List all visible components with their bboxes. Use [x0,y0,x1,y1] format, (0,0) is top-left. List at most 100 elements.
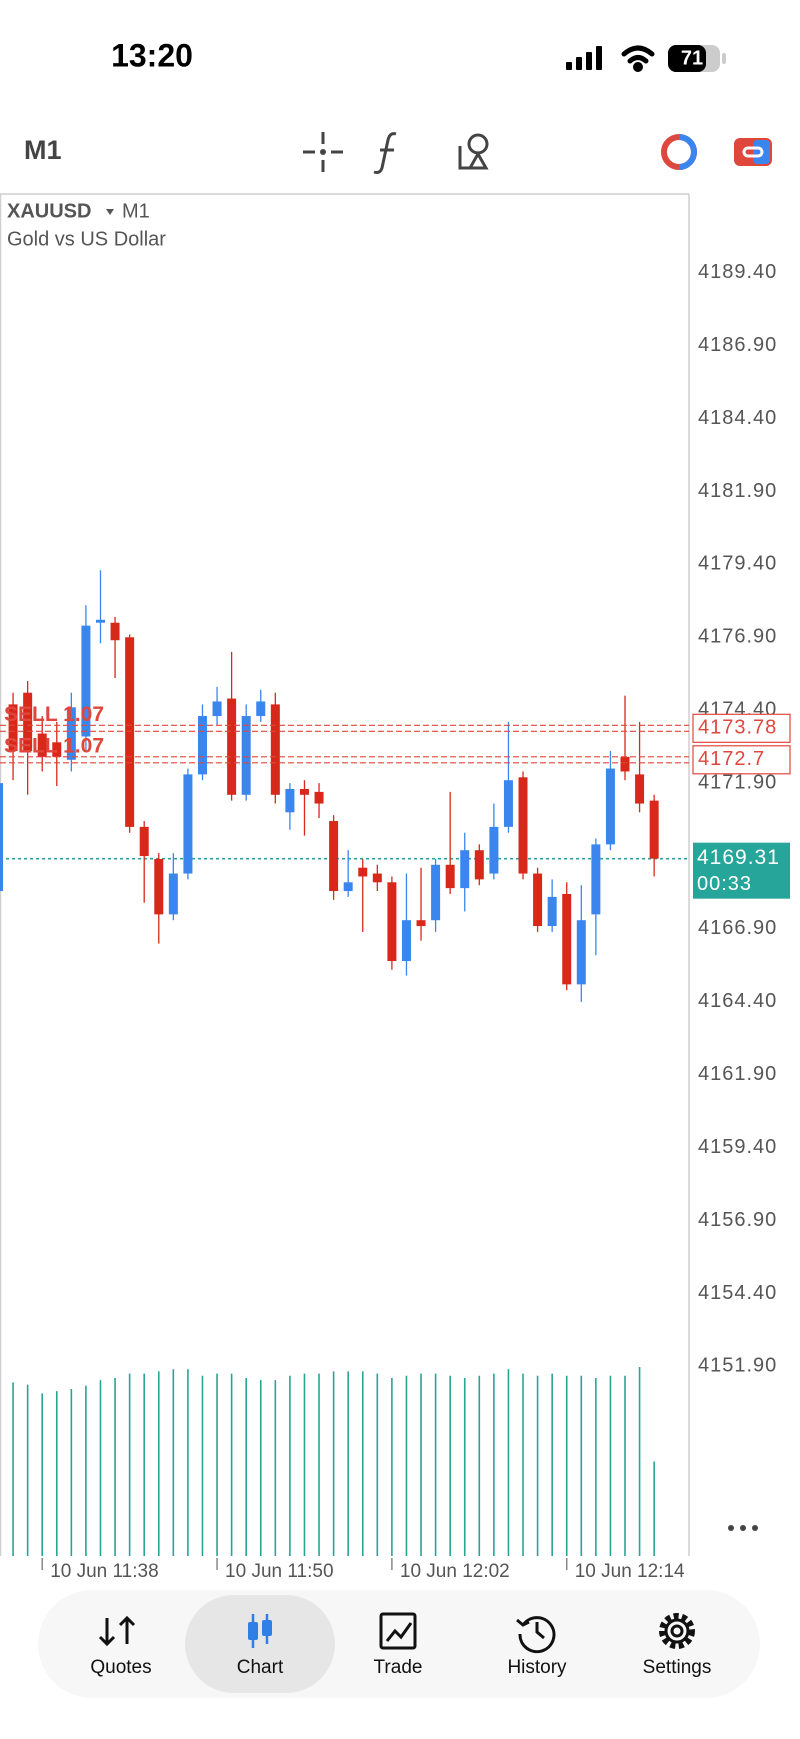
y-tick-label: 4164.40 [698,990,777,1012]
battery-level: 71 [681,47,703,69]
y-tick-label: 4184.40 [698,407,777,429]
candle-body [635,774,645,804]
candle-body [401,920,411,962]
account-button[interactable] [734,138,772,166]
nav-item[interactable]: Quotes [90,1615,152,1678]
candle-body [489,826,499,874]
candle-body [95,619,105,623]
nav-active-pill [185,1595,335,1693]
candle-body [547,896,557,927]
settings-icon [670,1624,684,1638]
objects-button[interactable] [458,133,489,170]
candle-body [372,873,382,883]
chart-icon [248,1622,258,1640]
candle-body [52,742,62,757]
nav-label: Trade [374,1657,423,1678]
candle-body [431,864,441,921]
y-tick-label: 4154.40 [698,1282,777,1304]
nav-bar [38,1590,760,1698]
y-tick-label: 4151.90 [698,1355,777,1377]
candle-body [154,858,164,915]
y-tick-label: 4181.90 [698,480,777,502]
candle-body [387,882,397,962]
order-price-label: 4172.7 [698,748,765,770]
candle-body [0,783,3,892]
timeframe-button[interactable]: M1 [24,135,62,165]
candle-body [474,850,484,880]
chart-icon [262,1620,272,1636]
settings-icon [664,1618,690,1644]
candle-body [518,777,528,874]
candle-body [227,698,237,795]
y-tick-label: 4166.90 [698,917,777,939]
trade-icon [379,1612,417,1650]
order-price-label: 4173.78 [698,717,777,739]
nav-items: Quotes Chart Trade History Settings [90,1595,711,1693]
candle-body [533,873,543,927]
candle-body [168,873,178,915]
nav-item[interactable]: History [507,1616,567,1678]
order-label: SELL 1.07 [4,703,104,726]
candle-body [299,788,309,795]
more-button[interactable] [728,1525,758,1531]
nav-label: Chart [237,1657,284,1678]
candle-body [576,920,586,985]
candle-body [605,768,615,845]
bid-price-label: 4169.31 [697,846,780,869]
y-tick-label: 4179.40 [698,553,777,575]
y-tick-label: 4161.90 [698,1063,777,1085]
bid-timer: 00:33 [697,873,752,895]
candle-body [562,893,572,985]
candle-body [591,844,601,915]
candle-body [37,733,47,757]
settings-icon [659,1613,695,1649]
nav-item[interactable]: Settings [643,1613,712,1678]
one-click-button[interactable] [661,134,697,170]
x-tick-label: 10 Jun 11:38 [50,1561,158,1582]
candle-body [620,756,630,772]
candle-body [503,780,513,827]
bid-price-box [693,842,790,899]
symbol-dropdown-arrow [106,209,114,215]
nav-label: Quotes [90,1657,151,1678]
candle-body [358,867,368,877]
nav-label: Settings [643,1657,712,1678]
candle-body [23,692,33,752]
nav-label: History [507,1657,567,1678]
order-price-box [692,745,791,775]
signal-icon [566,46,602,70]
battery-icon: 71 [668,45,726,72]
y-tick-label: 4171.90 [698,771,777,793]
indicators-button[interactable] [373,132,397,174]
candle-body [110,622,120,641]
x-tick-label: 10 Jun 12:02 [400,1561,510,1582]
candle-body [256,701,266,717]
candle-body [416,920,426,927]
candle-body [197,716,207,775]
candle-body [314,791,324,804]
nav-item[interactable]: Chart [185,1595,335,1693]
candle-body [8,704,18,752]
candle-body [329,821,339,892]
nav-item[interactable]: Trade [374,1612,423,1678]
y-tick-label: 4176.90 [698,626,777,648]
symbol-name[interactable]: XAUUSD [7,200,91,222]
history-icon [516,1616,556,1654]
candle-body [212,701,222,717]
plot-area [0,570,689,1556]
wifi-icon [621,45,655,72]
crosshair-button[interactable] [303,132,343,172]
order-label: SELL 1.07 [4,734,104,757]
candle-body [241,716,251,795]
candle-body [125,637,135,827]
candle-body [445,864,455,889]
y-tick-label: 4156.90 [698,1209,777,1231]
candle-body [183,774,193,874]
candle-body [460,850,470,889]
status-time: 13:20 [111,37,193,73]
quotes-icon [98,1615,136,1647]
candle-body [81,625,91,737]
order-price-box [692,713,791,743]
